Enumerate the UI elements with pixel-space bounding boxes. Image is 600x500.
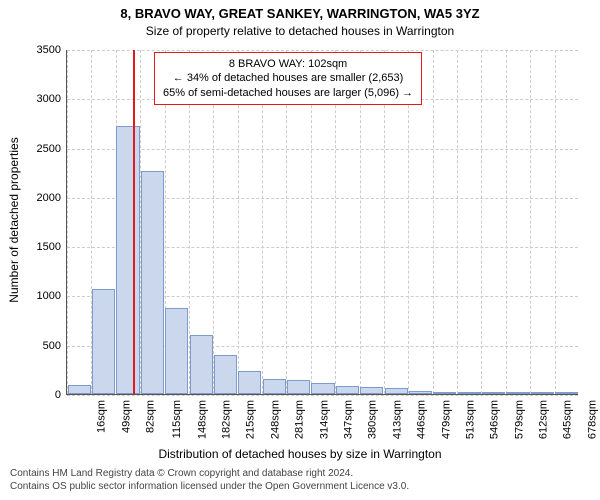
chart-subtitle: Size of property relative to detached ho… [0,24,600,38]
gridline-v [506,50,507,394]
x-tick-label: 380sqm [367,400,379,439]
x-tick-label: 115sqm [171,400,183,438]
annotation-line: ← 34% of detached houses are smaller (2,… [163,71,413,85]
histogram-bar [360,387,383,394]
footer-line: Contains OS public sector information li… [10,481,600,494]
gridline-h [67,50,578,51]
x-tick-label: 479sqm [440,400,452,439]
x-tick-label: 215sqm [245,400,257,439]
histogram-bar [141,171,164,394]
histogram-bar [287,380,310,394]
annotation-line: 8 BRAVO WAY: 102sqm [163,57,413,71]
histogram-bar [214,355,237,394]
property-marker-line [133,50,135,394]
x-tick-label: 678sqm [586,400,598,439]
x-tick-label: 281sqm [294,400,306,439]
histogram-bar [433,392,456,394]
footer-attribution: Contains HM Land Registry data © Crown c… [0,468,600,493]
histogram-bar [92,289,115,394]
gridline-v [481,50,482,394]
histogram-bar [116,126,139,394]
chart-container: 8, BRAVO WAY, GREAT SANKEY, WARRINGTON, … [0,0,600,500]
gridline-v [457,50,458,394]
histogram-bar [555,392,578,394]
y-tick-label: 2000 [37,192,67,204]
x-tick-label: 148sqm [196,400,208,439]
x-tick-label: 347sqm [343,400,355,439]
x-tick-label: 579sqm [513,400,525,439]
x-axis-label: Distribution of detached houses by size … [0,447,600,461]
x-tick-label: 546sqm [489,400,501,439]
histogram-bar [190,335,213,394]
y-tick-label: 1500 [37,241,67,253]
y-tick-label: 2500 [37,143,67,155]
x-tick-label: 49sqm [120,400,132,433]
histogram-bar [238,371,261,394]
annotation-box: 8 BRAVO WAY: 102sqm← 34% of detached hou… [154,52,422,105]
x-tick-label: 645sqm [562,400,574,439]
x-tick-label: 16sqm [96,400,108,433]
histogram-bar [311,383,334,394]
histogram-bar [482,392,505,394]
histogram-bar [385,388,408,394]
histogram-bar [531,392,554,394]
y-tick-label: 3000 [37,93,67,105]
x-tick-label: 612sqm [538,400,550,439]
gridline-v [555,50,556,394]
y-tick-label: 3500 [37,44,67,56]
x-tick-label: 314sqm [318,400,330,439]
histogram-bar [506,392,529,394]
gridline-v [433,50,434,394]
gridline-v [67,50,68,394]
annotation-line: 65% of semi-detached houses are larger (… [163,86,413,100]
y-tick-label: 1000 [37,290,67,302]
histogram-bar [68,385,91,394]
x-tick-label: 446sqm [416,400,428,439]
histogram-bar [458,392,481,394]
y-tick-label: 0 [55,389,67,401]
y-tick-label: 500 [43,340,67,352]
gridline-h [67,395,578,396]
x-tick-label: 248sqm [269,400,281,439]
histogram-bar [336,386,359,394]
histogram-bar [263,379,286,394]
gridline-v [530,50,531,394]
histogram-bar [165,308,188,394]
chart-title: 8, BRAVO WAY, GREAT SANKEY, WARRINGTON, … [0,6,600,21]
x-tick-label: 513sqm [464,400,476,439]
x-tick-label: 182sqm [221,400,233,439]
footer-line: Contains HM Land Registry data © Crown c… [10,468,600,481]
x-tick-label: 413sqm [391,400,403,439]
y-axis-label: Number of detached properties [7,120,21,320]
gridline-h [67,149,578,150]
x-tick-label: 82sqm [144,400,156,433]
histogram-bar [409,391,432,394]
